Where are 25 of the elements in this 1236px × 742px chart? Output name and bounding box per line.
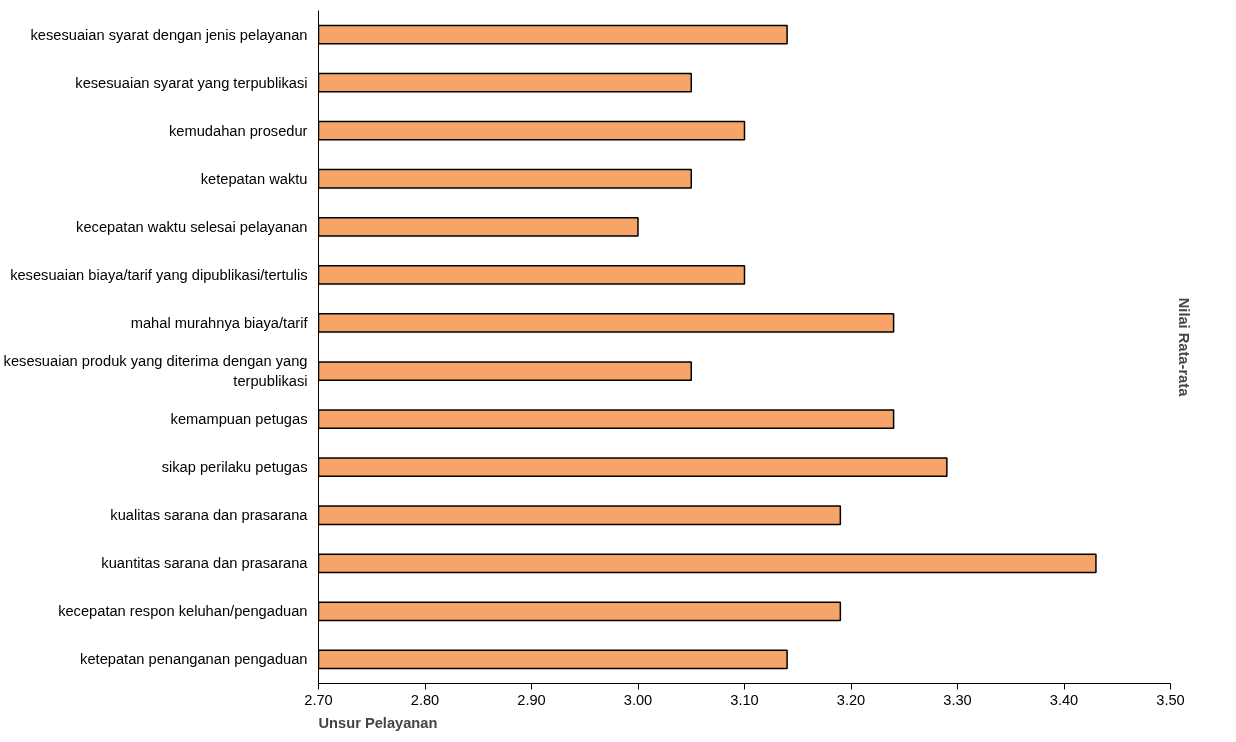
x-tick-label: 3.00 <box>623 691 653 708</box>
x-tick-label: 2.70 <box>304 691 333 708</box>
x-tick-label: 3.50 <box>1156 691 1185 708</box>
y-tick-label: kecepatan waktu selesai pelayanan <box>76 218 308 235</box>
y-tick-label: kesesuaian syarat dengan jenis pelayanan <box>30 26 308 43</box>
x-tick-label: 3.10 <box>730 691 759 708</box>
y-tick-label: kuantitas sarana dan prasarana <box>101 555 309 572</box>
y-tick-label: mahal murahnya biaya/tarif <box>130 314 309 331</box>
x-tick-label: 2.80 <box>410 691 440 708</box>
y-tick-label: kemampuan petugas <box>170 411 308 428</box>
y-tick-label: kecepatan respon keluhan/pengaduan <box>58 603 308 620</box>
x-axis-title: Unsur Pelayanan <box>318 714 438 731</box>
y-tick-label: kesesuaian produk yang diterima dengan yang terpublikasi <box>3 353 308 389</box>
y-tick-label: kemudahan prosedur <box>168 122 308 139</box>
y-tick-label: sikap perilaku petugas <box>161 459 308 476</box>
y-tick-label: kesesuaian syarat yang terpublikasi <box>75 74 308 91</box>
x-tick-label: 3.20 <box>836 691 866 708</box>
y-tick-label: ketepatan waktu <box>200 170 308 187</box>
y-tick-label: kesesuaian biaya/tarif yang dipublikasi/tertulis <box>10 266 308 283</box>
y-tick-label: kualitas sarana dan prasarana <box>110 507 309 524</box>
x-tick-label: 3.30 <box>943 691 972 708</box>
x-tick-label: 3.40 <box>1049 691 1079 708</box>
x-tick-label: 2.90 <box>517 691 546 708</box>
y-axis-title: Nilai Rata-rata <box>1175 297 1192 398</box>
y-tick-label: ketepatan penanganan pengaduan <box>80 651 308 668</box>
